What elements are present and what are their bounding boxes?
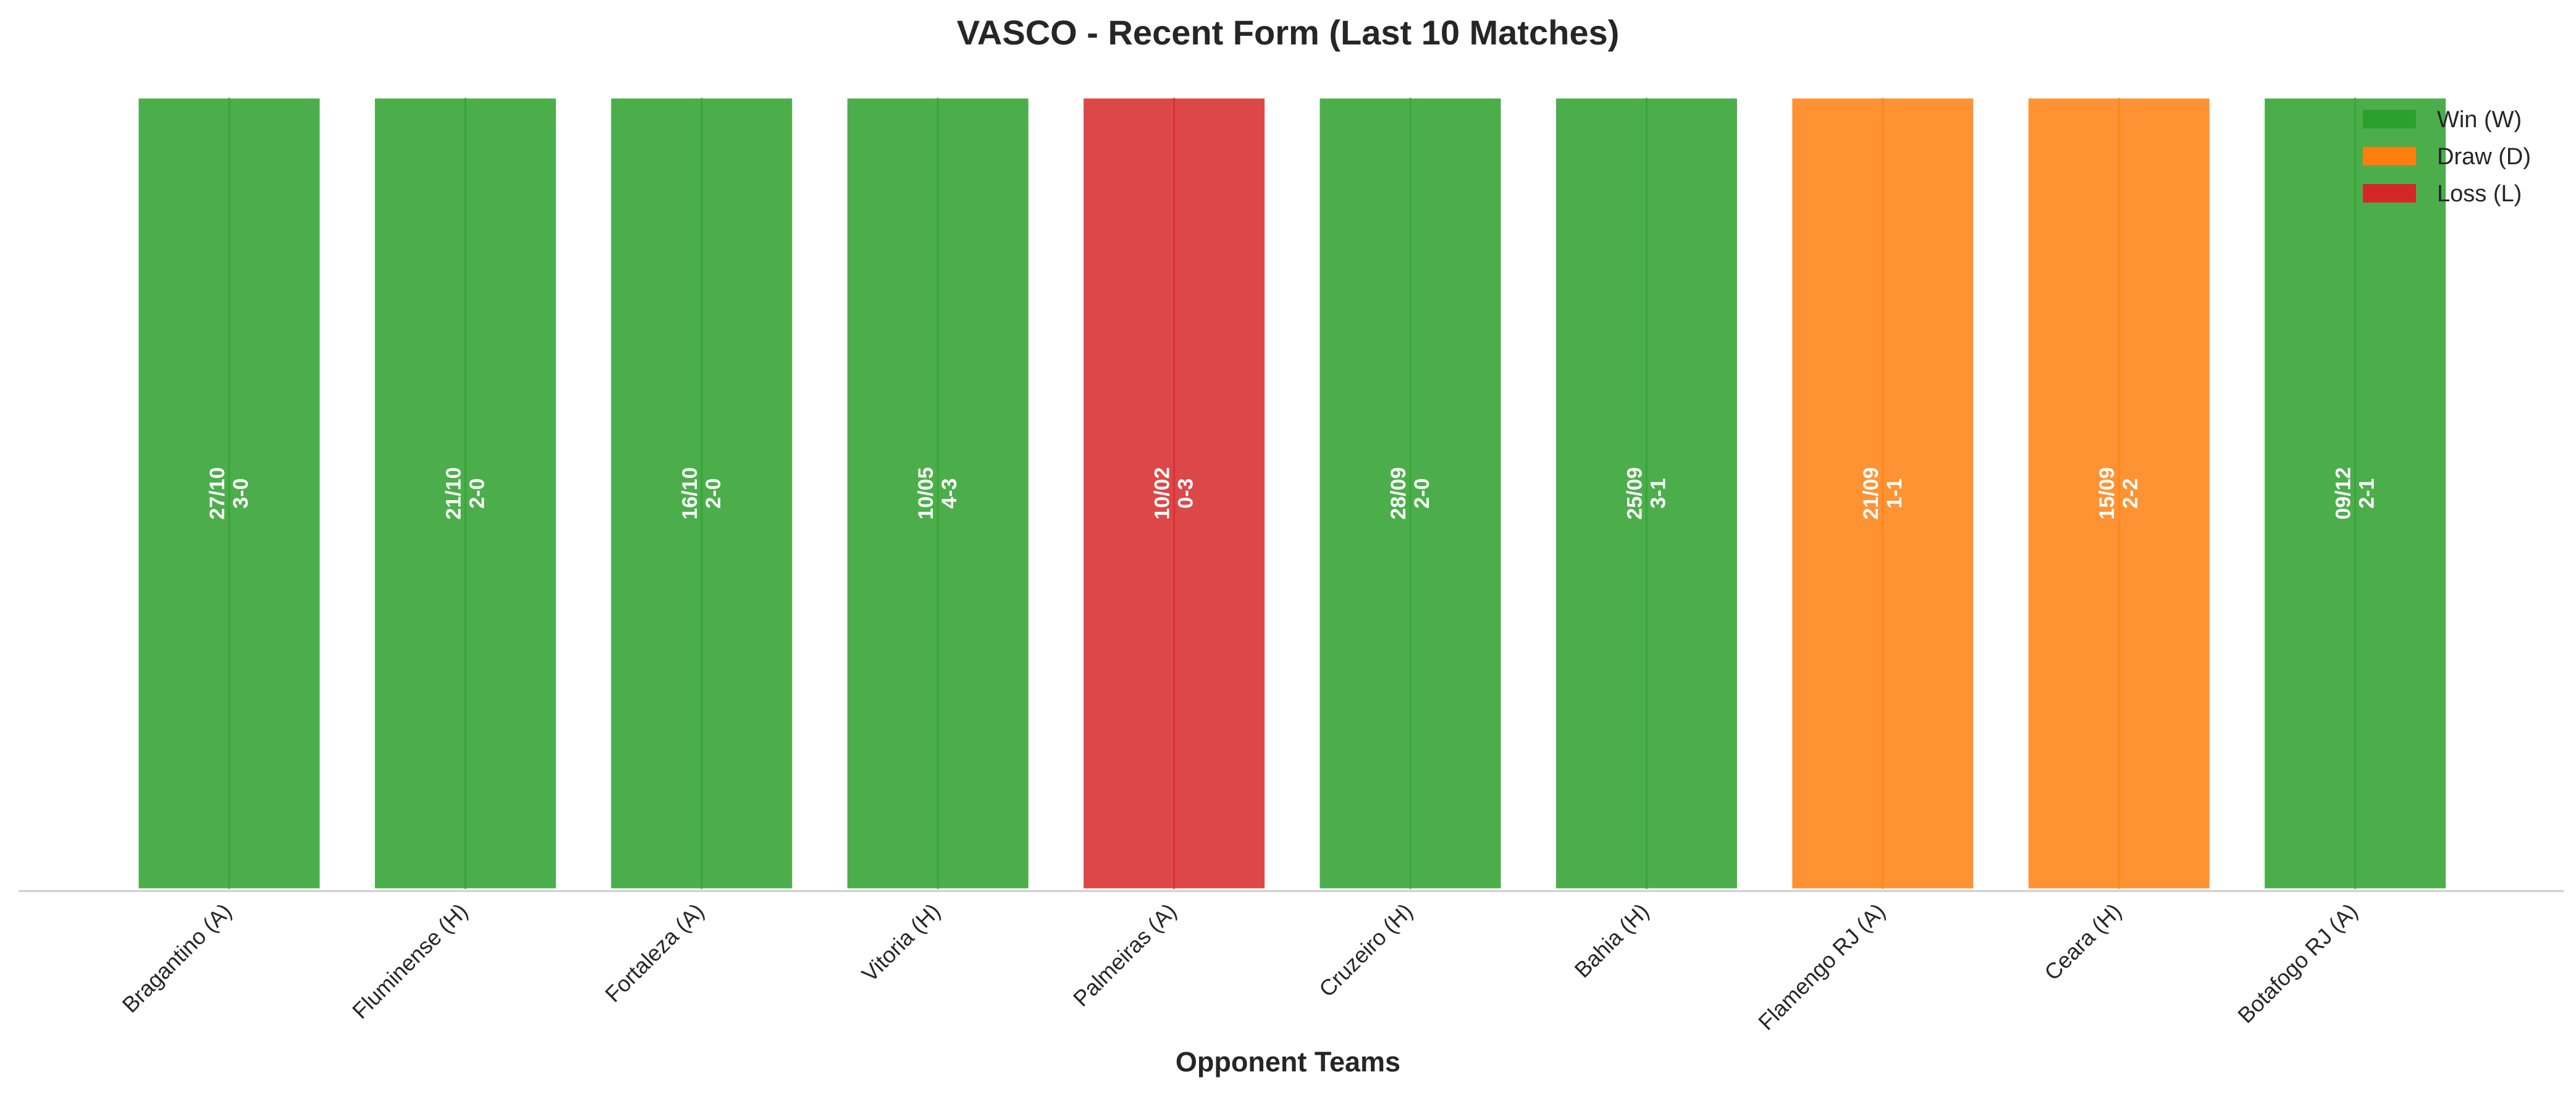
x-tick-label-9: Botafogo RJ (A) xyxy=(2233,898,2362,1028)
bar-label-date-4: 10/02 xyxy=(1151,467,1174,519)
bar-label-date-8: 15/09 xyxy=(2095,467,2119,519)
bar-label-date-2: 16/10 xyxy=(678,467,702,519)
bar-label-date-7: 21/09 xyxy=(1859,467,1883,519)
bar-label-date-5: 28/09 xyxy=(1387,467,1410,519)
legend-swatch-d xyxy=(2363,147,2416,165)
bar-label-date-1: 21/10 xyxy=(442,467,465,519)
bar-label-score-1: 2-0 xyxy=(465,478,489,508)
x-tick-label-2: Fortaleza (A) xyxy=(600,898,709,1007)
bar-label-3: 10/054-3 xyxy=(914,467,961,519)
bar-label-date-6: 25/09 xyxy=(1623,467,1646,519)
bar-label-6: 25/093-1 xyxy=(1623,467,1670,519)
legend-label-d: Draw (D) xyxy=(2437,144,2531,170)
bar-label-9: 09/122-1 xyxy=(2332,467,2379,519)
bar-label-score-4: 0-3 xyxy=(1174,478,1198,508)
legend-label-w: Win (W) xyxy=(2437,107,2522,133)
bar-label-date-3: 10/05 xyxy=(914,467,938,519)
x-tick-label-1: Fluminense (H) xyxy=(347,898,473,1024)
bar-label-2: 16/102-0 xyxy=(678,467,725,519)
bar-label-score-0: 3-0 xyxy=(229,478,253,508)
bar-label-score-7: 1-1 xyxy=(1883,478,1906,508)
bar-label-score-3: 4-3 xyxy=(938,478,961,508)
x-tick-labels-group: Bragantino (A) Fluminense (H) Fortaleza (A… xyxy=(117,898,2363,1035)
bar-label-7: 21/091-1 xyxy=(1859,467,1906,519)
bar-label-score-6: 3-1 xyxy=(1646,478,1670,508)
bar-label-date-0: 27/10 xyxy=(206,467,229,519)
bar-label-4: 10/020-3 xyxy=(1151,467,1198,519)
x-tick-label-5: Cruzeiro (H) xyxy=(1314,898,1418,1002)
chart-title: VASCO - Recent Form (Last 10 Matches) xyxy=(957,13,1620,52)
bar-label-score-2: 2-0 xyxy=(702,478,725,508)
legend-label-l: Loss (L) xyxy=(2437,181,2522,207)
x-tick-label-4: Palmeiras (A) xyxy=(1068,898,1181,1011)
legend-swatch-w xyxy=(2363,110,2416,128)
bar-label-0: 27/103-0 xyxy=(206,467,253,519)
bar-labels-group: 27/103-0 21/102-0 16/102-0 10/054-3 10/020-3… xyxy=(206,467,2379,519)
bars-group xyxy=(137,96,2448,890)
legend-swatch-l xyxy=(2363,184,2416,203)
x-tick-label-6: Bahia (H) xyxy=(1570,898,1654,983)
bar-label-date-9: 09/12 xyxy=(2332,467,2355,519)
x-tick-label-0: Bragantino (A) xyxy=(117,898,237,1018)
x-axis-label: Opponent Teams xyxy=(1176,1046,1400,1078)
bar-label-5: 28/092-0 xyxy=(1387,467,1434,519)
x-tick-label-7: Flamengo RJ (A) xyxy=(1753,898,1890,1035)
bar-label-score-5: 2-0 xyxy=(1410,478,1434,508)
x-tick-label-8: Ceara (H) xyxy=(2039,898,2126,986)
x-tick-label-3: Vitoria (H) xyxy=(857,898,945,987)
bar-label-1: 21/102-0 xyxy=(442,467,489,519)
bar-label-score-9: 2-1 xyxy=(2355,478,2379,508)
legend: Win (W) Draw (D) Loss (L) xyxy=(2363,107,2531,207)
bar-label-8: 15/092-2 xyxy=(2095,467,2142,519)
bar-label-score-8: 2-2 xyxy=(2119,478,2142,508)
